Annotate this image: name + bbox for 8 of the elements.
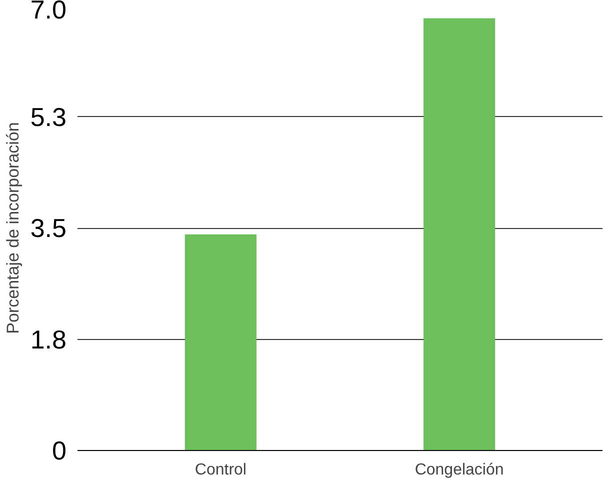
x-tick-label: Congelación	[414, 462, 504, 478]
x-tick-label: Control	[194, 462, 246, 478]
y-axis-title: Porcentaje de incorporación	[3, 122, 22, 334]
y-tick-label: 5.3	[30, 102, 67, 132]
y-tick-label: 0	[52, 436, 67, 466]
y-tick-label: 3.5	[30, 213, 67, 243]
y-tick-label: 7.0	[30, 0, 67, 24]
y-tick-label: 1.8	[30, 324, 67, 354]
